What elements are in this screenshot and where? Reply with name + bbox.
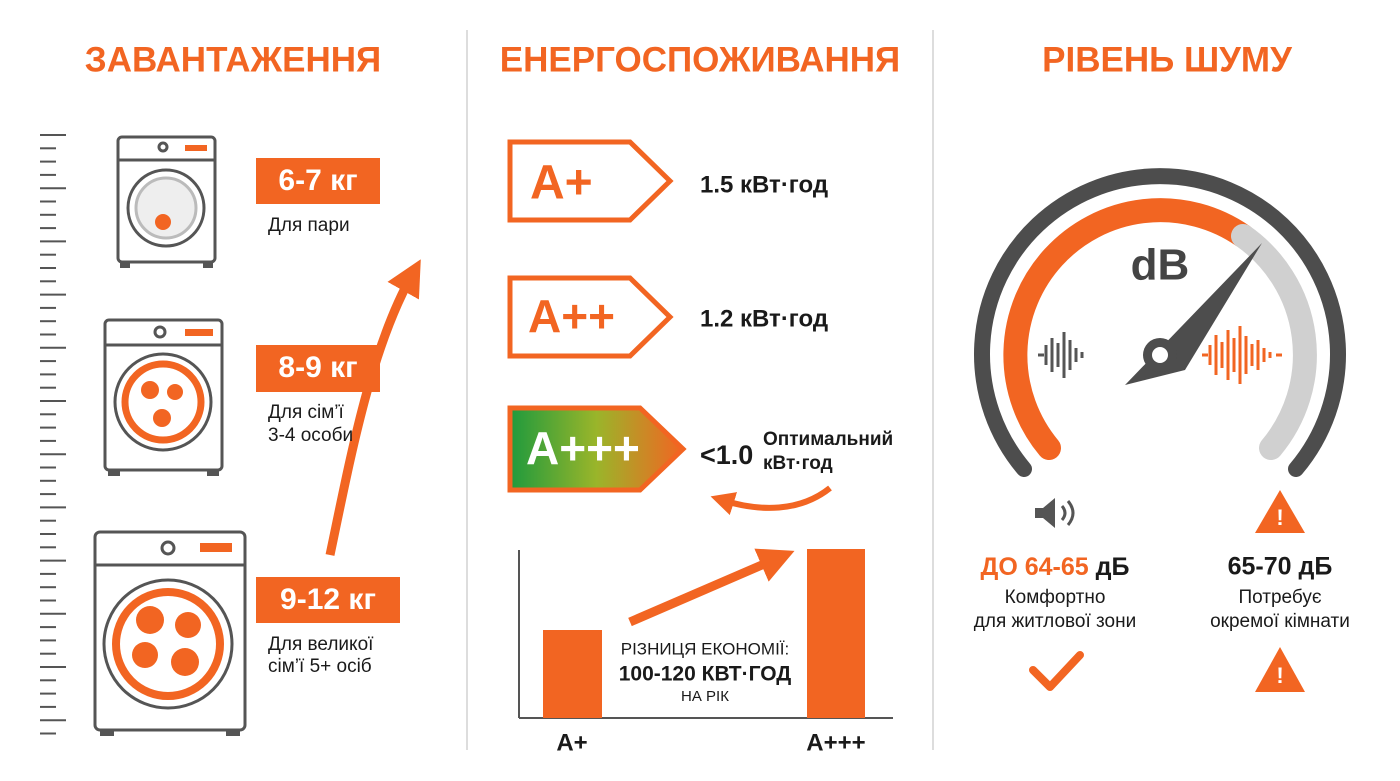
diagonal-arrow — [628, 548, 795, 627]
desc: 3-4 особи — [268, 425, 353, 446]
consumption: <1.0 — [700, 440, 753, 470]
weight-badge — [256, 577, 400, 623]
noise-range: ДО 64-65 дБ — [981, 553, 1130, 581]
weight: 8-9 кг — [278, 351, 357, 384]
speaker-icon — [1035, 498, 1055, 528]
decoration: ! — [1276, 663, 1283, 688]
decoration — [175, 612, 201, 638]
section-title: РІВЕНЬ ШУМУ — [1042, 40, 1293, 79]
decoration — [100, 730, 114, 736]
energy-tag — [507, 275, 674, 359]
decoration — [153, 409, 171, 427]
section-title: ЕНЕРГОСПОЖИВАННЯ — [500, 40, 900, 79]
ruler — [40, 134, 66, 735]
energy-tag — [507, 139, 674, 223]
decoration — [207, 470, 219, 476]
weight-badge — [256, 345, 380, 392]
decoration — [185, 145, 207, 151]
decoration — [160, 540, 176, 556]
decoration — [141, 381, 159, 399]
weight: 9-12 кг — [280, 583, 376, 616]
gauge-safe — [1003, 198, 1255, 460]
desc: Для пари — [268, 215, 350, 236]
section-title: ЗАВАНТАЖЕННЯ — [85, 40, 381, 79]
desc: Для сім’ї — [268, 402, 345, 423]
energy-class: A+++ — [526, 422, 640, 474]
consumption: 1.5 кВт·год — [700, 171, 828, 198]
decoration — [159, 631, 177, 649]
energy-class: A+ — [530, 157, 593, 210]
decoration — [155, 214, 171, 230]
consumption: 1.2 кВт·год — [700, 305, 828, 332]
gauge-loud — [1231, 224, 1317, 460]
decoration — [121, 360, 205, 444]
weight-badge — [256, 158, 380, 204]
curved-arrow — [710, 485, 832, 516]
comparison: 100-120 КВТ·ГОД — [619, 663, 792, 686]
desc: Для великої — [268, 634, 374, 655]
note: кВт·год — [763, 453, 833, 474]
decoration — [136, 606, 164, 634]
decoration — [132, 642, 158, 668]
comparison: НА РІК — [681, 688, 729, 705]
growth-arrow — [325, 259, 421, 556]
decoration — [153, 325, 167, 339]
decoration — [1152, 347, 1168, 363]
comparison: РІЗНИЦЯ ЕКОНОМІЇ: — [621, 639, 790, 658]
note: Оптимальний — [763, 429, 893, 450]
check-icon — [1029, 651, 1084, 691]
bar-label: A+ — [556, 729, 587, 756]
warning-icon — [1255, 647, 1305, 692]
washer — [116, 135, 217, 268]
decoration — [120, 262, 130, 268]
unit: dB — [1131, 241, 1190, 290]
decoration — [1060, 500, 1075, 526]
desc: сім’ї 5+ осіб — [268, 656, 372, 677]
bar — [543, 630, 602, 718]
bar — [807, 549, 865, 718]
gauge-frame — [974, 168, 1346, 477]
decoration — [171, 648, 199, 676]
sound-wave — [1202, 326, 1282, 384]
noise-desc: для житлової зони — [974, 611, 1136, 632]
noise-desc: Потребує — [1238, 587, 1321, 608]
decoration: дБ — [1096, 553, 1130, 581]
washer — [93, 530, 247, 736]
noise-desc: окремої кімнати — [1210, 611, 1350, 632]
decoration — [108, 470, 120, 476]
washer — [103, 318, 224, 476]
decoration — [203, 262, 213, 268]
decoration — [167, 384, 183, 400]
decoration: ДО 64-65 — [981, 553, 1089, 581]
decoration — [157, 141, 169, 153]
decoration: ! — [1276, 505, 1283, 530]
noise-range: 65-70 дБ — [1228, 553, 1333, 581]
noise-desc: Комфортно — [1005, 587, 1106, 608]
decoration — [200, 543, 232, 552]
decoration — [185, 329, 213, 336]
sound-wave — [1038, 332, 1084, 378]
weight: 6-7 кг — [278, 164, 357, 197]
warning-icon — [1255, 490, 1305, 533]
energy-tag — [507, 405, 687, 493]
decoration — [226, 730, 240, 736]
decoration — [134, 176, 198, 240]
energy-class: A++ — [528, 290, 615, 342]
bar-label: A+++ — [806, 729, 865, 756]
